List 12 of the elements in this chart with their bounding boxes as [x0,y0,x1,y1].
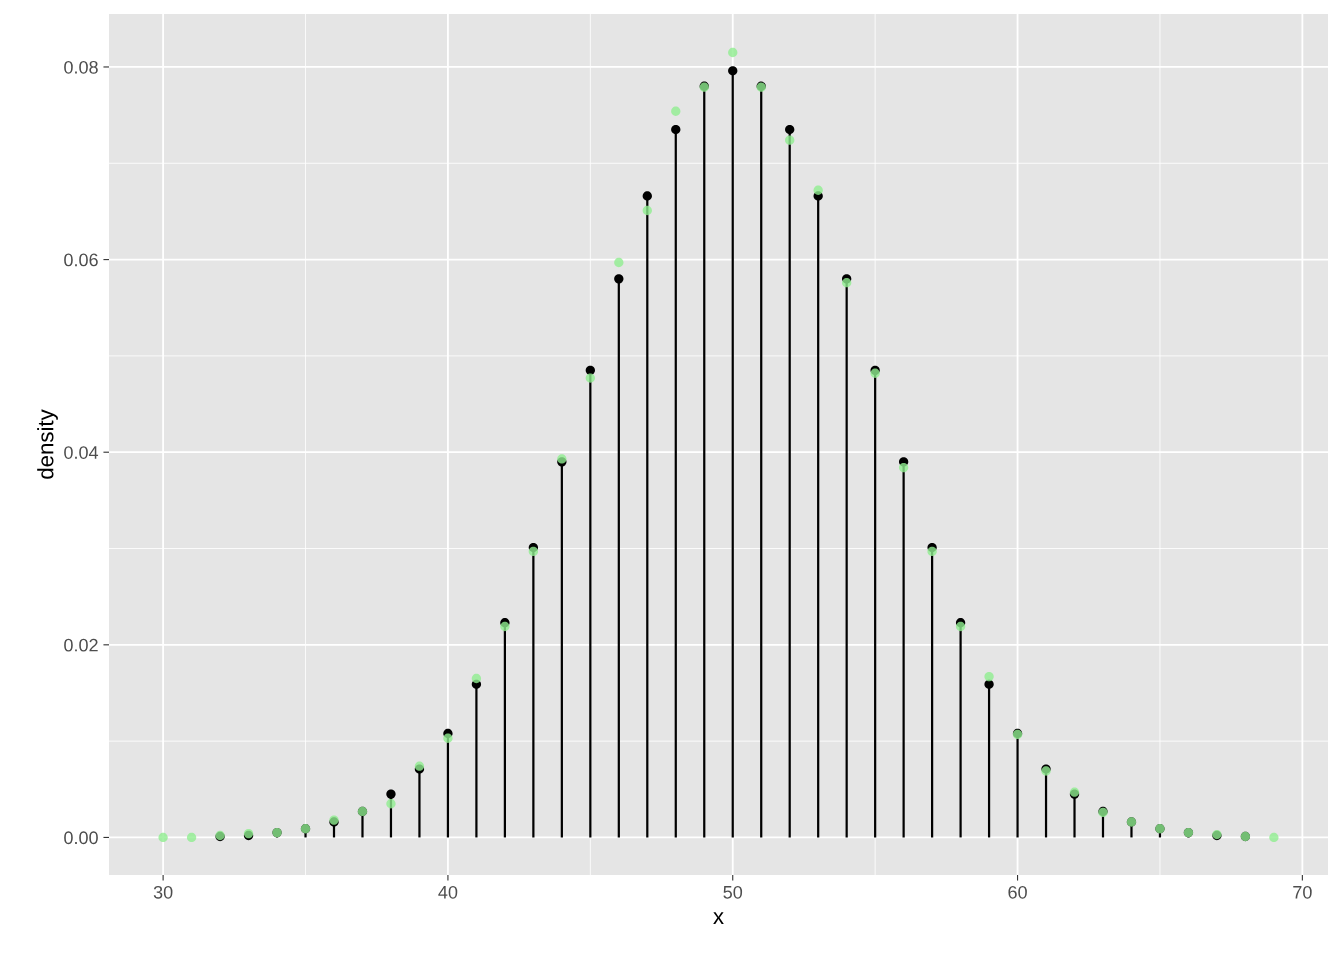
x-tick-label: 70 [1293,885,1312,899]
y-tick-label: 0.00 [64,831,98,845]
x-tick-label: 50 [723,885,743,899]
x-axis-title: x [713,912,724,924]
y-tick-label: 0.04 [64,446,99,459]
x-tick-label: 30 [153,885,173,899]
x-tick-label: 60 [1008,885,1027,899]
y-tick-label: 0.06 [64,253,98,267]
y-tick-label: 0.02 [64,638,98,652]
x-tick-label: 40 [438,885,458,899]
y-tick-label: 0.08 [64,60,98,74]
y-axis-title: density [37,409,58,479]
